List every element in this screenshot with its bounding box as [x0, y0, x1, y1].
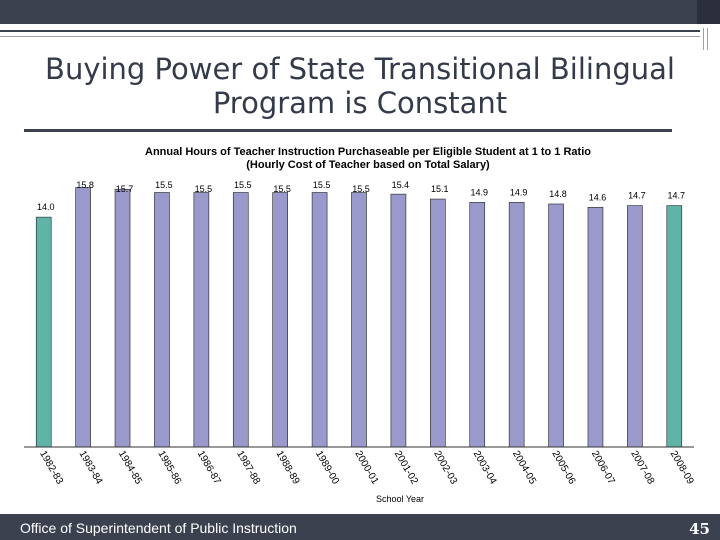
data-label-1983-84: 15.8 — [76, 180, 94, 190]
data-label-2003-04: 14.9 — [470, 187, 488, 197]
data-label-2008-09: 14.7 — [668, 191, 686, 201]
bar-1986-87 — [193, 192, 210, 448]
tick-label-2002-03: 2002-03 — [431, 449, 459, 487]
tick-label-1982-83: 1982-83 — [37, 449, 65, 487]
slide-title: Buying Power of State Transitional Bilin… — [45, 52, 675, 120]
bar-2001-02 — [390, 193, 407, 448]
edge-decoration — [703, 28, 704, 50]
tick-label-2003-04: 2003-04 — [471, 449, 499, 487]
tick-label-2007-08: 2007-08 — [628, 449, 656, 487]
title-rule — [24, 129, 672, 132]
data-label-2007-08: 14.7 — [628, 191, 646, 201]
edge-decoration — [707, 28, 708, 50]
bar-2008-09 — [666, 205, 683, 448]
chart-title: Annual Hours of Teacher Instruction Purc… — [145, 146, 591, 158]
tick-label-1987-88: 1987-88 — [234, 449, 262, 487]
top-bar-accent — [697, 0, 720, 24]
data-label-2002-03: 15.1 — [431, 184, 449, 194]
top-rule — [0, 30, 700, 32]
top-bar — [0, 0, 720, 24]
tick-label-2005-06: 2005-06 — [549, 449, 577, 487]
data-label-1989-00: 15.5 — [313, 180, 331, 190]
tick-label-1988-89: 1988-89 — [274, 449, 302, 487]
tick-label-2008-09: 2008-09 — [668, 449, 696, 487]
page-number: 45 — [689, 520, 710, 538]
footer-bar — [0, 514, 720, 540]
data-label-2001-02: 15.4 — [392, 180, 410, 190]
chart-subtitle: (Hourly Cost of Teacher based on Total S… — [246, 159, 490, 171]
data-label-1988-89: 15.5 — [273, 184, 291, 194]
tick-label-1984-85: 1984-85 — [116, 449, 144, 487]
bar-1989-00 — [311, 192, 328, 448]
tick-label-2004-05: 2004-05 — [510, 449, 538, 487]
bar-1988-89 — [272, 192, 288, 448]
bar-1982-83 — [35, 216, 52, 448]
bar-1985-86 — [154, 192, 170, 448]
bar-2002-03 — [430, 198, 446, 448]
bar-2007-08 — [627, 205, 643, 448]
bar-2004-05 — [508, 202, 525, 448]
bar-1983-84 — [75, 187, 91, 448]
footer-text: Office of Superintendent of Public Instr… — [20, 520, 297, 536]
tick-label-2006-07: 2006-07 — [589, 449, 617, 487]
tick-label-1986-87: 1986-87 — [195, 449, 223, 487]
bar-1987-88 — [232, 192, 249, 448]
data-label-1986-87: 15.5 — [195, 184, 213, 194]
bar-chart: Annual Hours of Teacher Instruction Purc… — [24, 146, 696, 504]
top-rule-thin — [0, 36, 700, 37]
bar-2005-06 — [548, 203, 564, 448]
data-label-1984-85: 15.7 — [116, 184, 134, 194]
data-label-1987-88: 15.5 — [234, 180, 252, 190]
data-label-2000-01: 15.5 — [352, 184, 370, 194]
data-label-2004-05: 14.9 — [510, 187, 528, 197]
data-label-2006-07: 14.6 — [589, 192, 607, 202]
tick-label-1989-00: 1989-00 — [313, 449, 341, 487]
tick-label-2000-01: 2000-01 — [352, 449, 380, 487]
bar-2006-07 — [587, 206, 604, 448]
tick-label-1985-86: 1985-86 — [155, 449, 183, 487]
data-label-1982-83: 14.0 — [37, 202, 55, 212]
bar-1984-85 — [114, 188, 131, 448]
tick-label-1983-84: 1983-84 — [77, 449, 105, 487]
tick-label-2001-02: 2001-02 — [392, 449, 420, 487]
data-label-1985-86: 15.5 — [155, 180, 173, 190]
bar-2003-04 — [469, 202, 486, 448]
x-axis-label: School Year — [376, 494, 424, 504]
data-label-2005-06: 14.8 — [549, 189, 567, 199]
bar-2000-01 — [351, 192, 367, 448]
